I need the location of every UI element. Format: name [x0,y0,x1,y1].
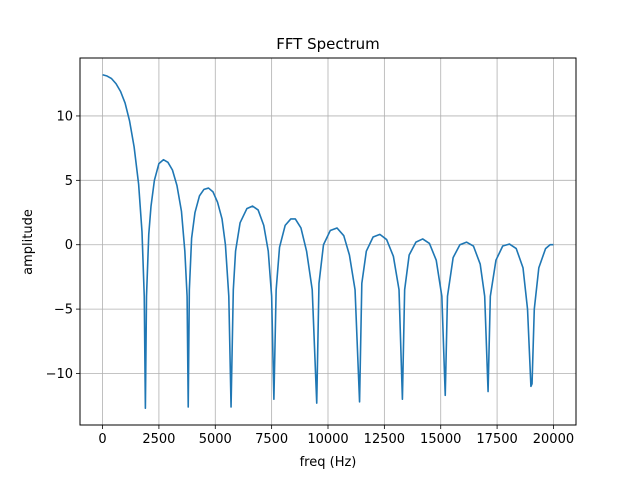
x-tick-label: 12500 [364,432,405,447]
x-tick-label: 15000 [420,432,461,447]
y-tick-label: 0 [65,238,73,253]
y-tick-label: 5 [65,174,73,189]
x-tick-label: 2500 [142,432,175,447]
y-tick-label: −10 [46,367,73,382]
axis-ticks: 0 2500 5000 7500 10000 12500 15000 17500 20000 −1… [46,109,575,447]
x-tick-label: 10000 [307,432,348,447]
x-tick-label: 5000 [199,432,232,447]
series-layer [102,73,554,410]
x-tick-label: 7500 [255,432,288,447]
grid [80,58,576,425]
x-axis-label: freq (Hz) [300,455,357,470]
y-axis-label: amplitude [21,209,36,275]
x-tick-label: 0 [98,432,106,447]
y-tick-label: −5 [54,303,73,318]
x-tick-label: 20000 [533,432,574,447]
y-tick-label: 10 [56,109,73,124]
x-tick-label: 17500 [476,432,517,447]
spectrum-line [102,73,554,410]
chart-title: FFT Spectrum [276,35,380,53]
